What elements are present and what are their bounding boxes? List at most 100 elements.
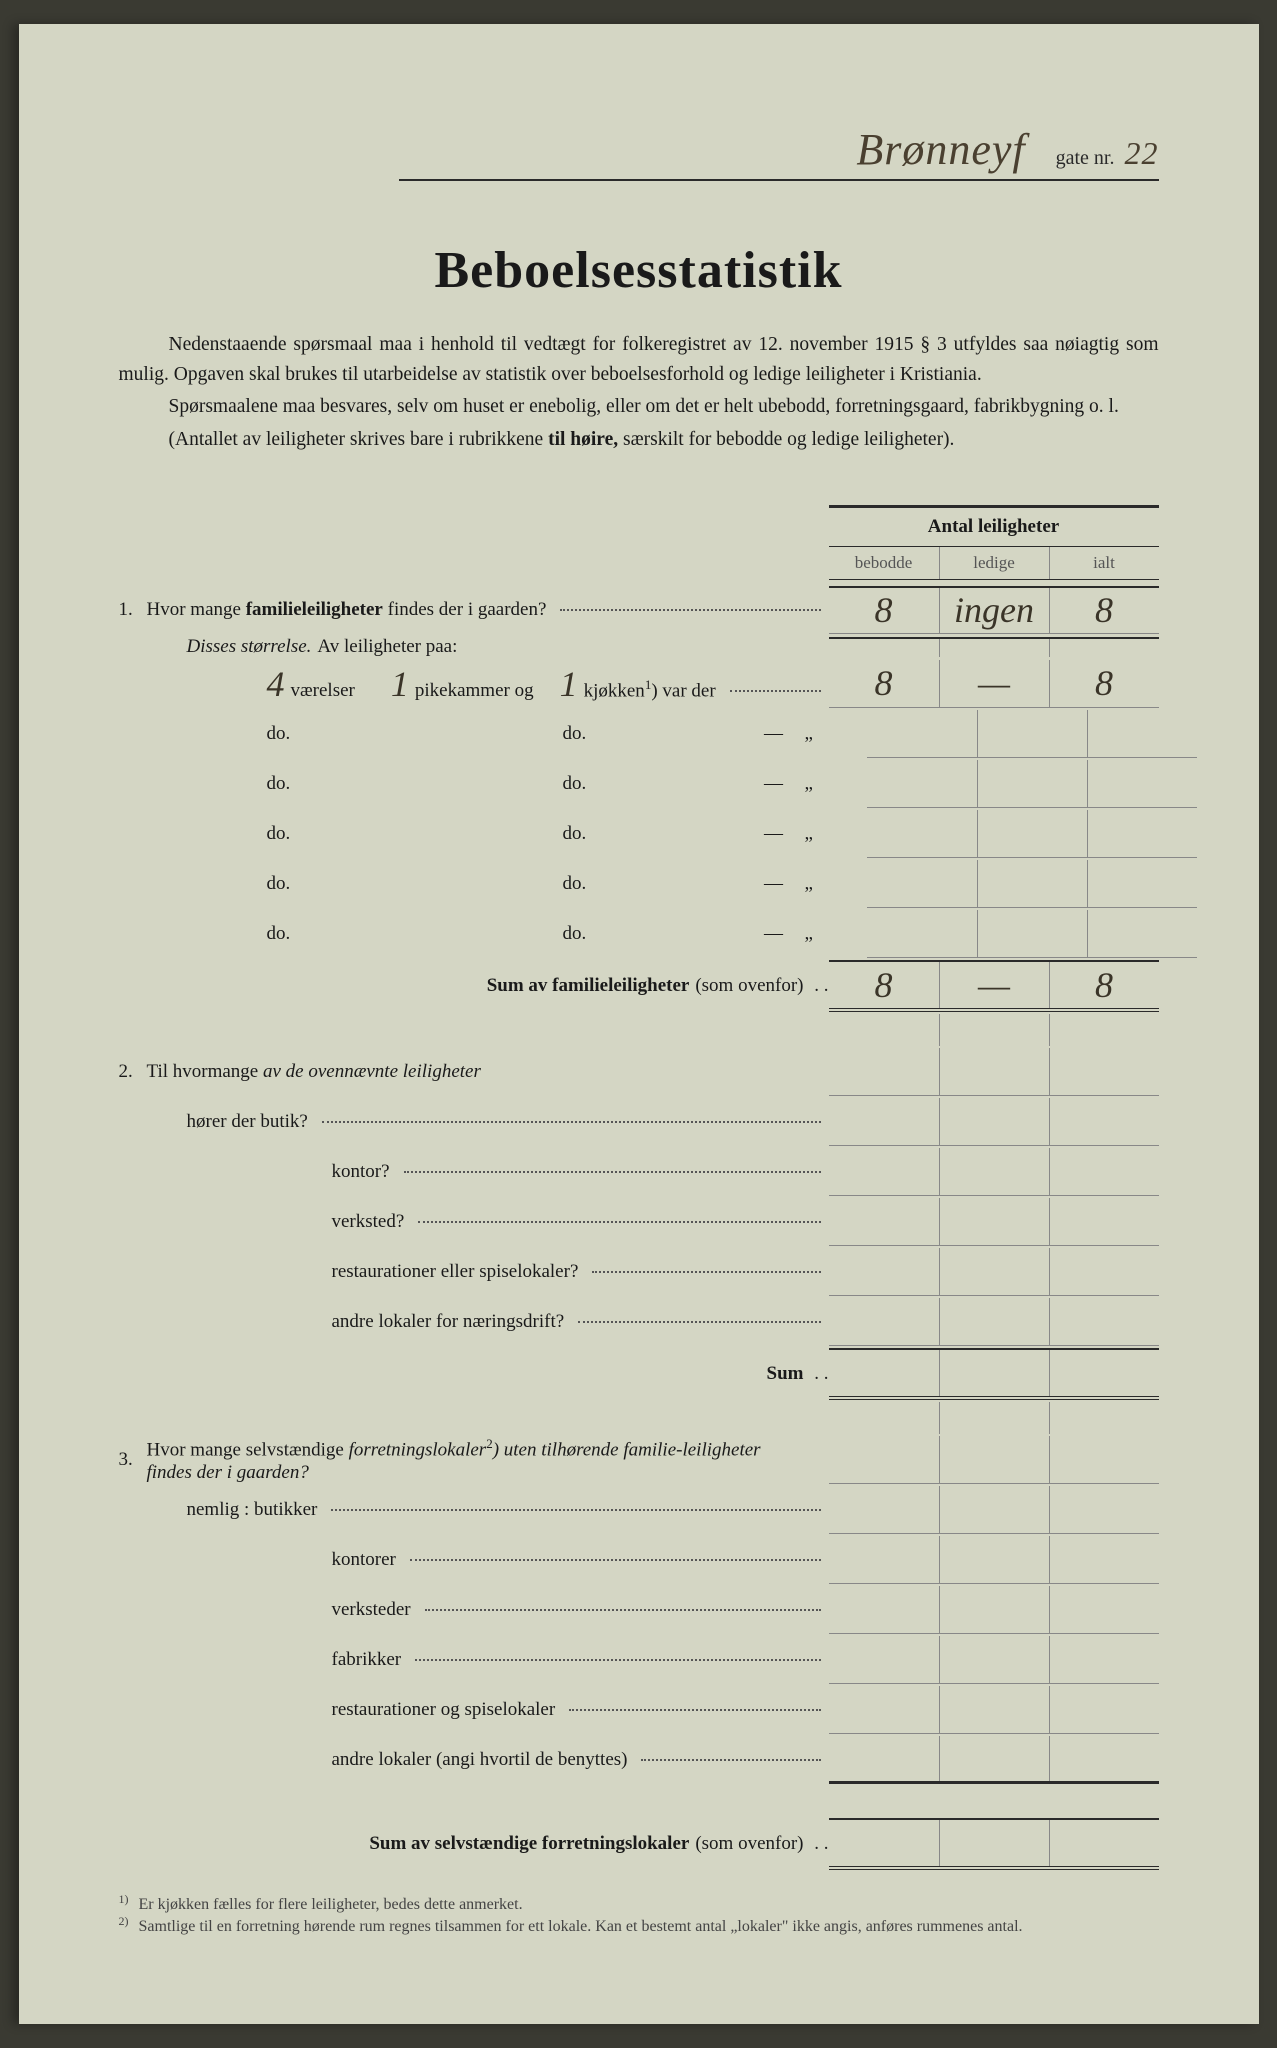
q2-line: hører der butik?	[119, 1098, 1159, 1146]
q2-cells	[829, 1048, 1159, 1096]
q3-line-label: nemlig : butikker	[187, 1499, 318, 1521]
q3-line-cells	[829, 1536, 1159, 1584]
do-pikekammer: do.	[563, 723, 743, 745]
do-pikekammer: do.	[563, 873, 743, 895]
intro-p3a: (Antallet av leiligheter skrives bare i …	[169, 429, 549, 450]
spacer-cells	[829, 637, 1159, 657]
q3-sum-label: Sum av selvstændige forretningslokaler	[369, 1833, 689, 1855]
q2-line-label: hører der butik?	[187, 1111, 308, 1133]
q3-line-cells	[829, 1686, 1159, 1734]
do-ledige	[977, 910, 1087, 957]
q3-line: kontorer	[119, 1536, 1159, 1584]
spacer-row	[119, 1014, 1159, 1046]
do-dash: —	[749, 723, 799, 745]
do-bebodde	[867, 910, 977, 957]
col-ialt: ialt	[1049, 547, 1159, 579]
hw-vaerelser: 4	[267, 663, 285, 705]
do-ledige	[977, 760, 1087, 807]
q2-number: 2.	[119, 1061, 147, 1083]
do-cells	[867, 760, 1197, 808]
do-cells	[867, 860, 1197, 908]
do-vaerelser: do.	[267, 723, 557, 745]
q2-line-cells	[829, 1298, 1159, 1346]
q1-cells: 8 ingen 8	[829, 586, 1159, 634]
footnote-1: 1) Er kjøkken fælles for flere leilighet…	[119, 1894, 1159, 1916]
q1-sizerow-cells: 8 — 8	[829, 660, 1159, 708]
q2-line-cells	[829, 1198, 1159, 1246]
col-ledige: ledige	[939, 547, 1049, 579]
do-pikekammer: do.	[563, 923, 743, 945]
do-ialt	[1087, 710, 1197, 757]
do-ialt	[1087, 810, 1197, 857]
do-ledige	[977, 710, 1087, 757]
table-header-title: Antal leiligheter	[829, 508, 1159, 547]
hw-kjokken: 1	[560, 663, 578, 705]
do-dash: —	[749, 873, 799, 895]
do-vaerelser: do.	[267, 923, 557, 945]
document-page: Brønneyf gate nr. 22 Beboelsesstatistik …	[19, 24, 1259, 2024]
q2-line: kontor?	[119, 1148, 1159, 1196]
label-pikekammer: pikekammer og	[415, 680, 534, 702]
q2-line: verksted?	[119, 1198, 1159, 1246]
do-dash: —	[749, 773, 799, 795]
form-body: Antal leiligheter bebodde ledige ialt 1.…	[119, 505, 1159, 1870]
do-vaerelser: do.	[267, 773, 557, 795]
q1-do-row: do. do. — „	[119, 910, 1159, 958]
do-cells	[867, 710, 1197, 758]
q1-number: 1.	[119, 599, 147, 621]
q3-number: 3.	[119, 1449, 147, 1471]
sizerow-ialt: 8	[1049, 660, 1159, 707]
q2-sum-row: Sum . .	[119, 1348, 1159, 1400]
do-ialt	[1087, 910, 1197, 957]
do-quote: „	[805, 873, 845, 895]
q3-line-label: verksteder	[332, 1599, 411, 1621]
q3-row: 3. Hvor mange selvstændige forretningslo…	[119, 1436, 1159, 1484]
q1-do-row: do. do. — „	[119, 810, 1159, 858]
q2-line: andre lokaler for næringsdrift?	[119, 1298, 1159, 1346]
intro-block: Nedenstaaende spørsmaal maa i henhold ti…	[119, 330, 1159, 455]
page-title: Beboelsesstatistik	[119, 241, 1159, 300]
do-vaerelser: do.	[267, 873, 557, 895]
do-quote: „	[805, 723, 845, 745]
q1-sum-label: Sum av familieleiligheter	[487, 975, 690, 997]
q2-line-cells	[829, 1148, 1159, 1196]
q3-line-cells	[829, 1486, 1159, 1534]
dots	[560, 609, 820, 611]
fn1-sup: 1)	[119, 1891, 129, 1913]
do-ledige	[977, 810, 1087, 857]
footnote-2: 2) Samtlige til en forretning hørende ru…	[119, 1916, 1159, 1938]
do-bebodde	[867, 860, 977, 907]
do-cells	[867, 810, 1197, 858]
do-bebodde	[867, 710, 977, 757]
q1-subtitle-a: Disses størrelse.	[187, 636, 312, 658]
q3-line: andre lokaler (angi hvortil de benyttes)	[119, 1736, 1159, 1784]
q3-sum-row: Sum av selvstændige forretningslokaler (…	[119, 1818, 1159, 1870]
q3-line-label: andre lokaler (angi hvortil de benyttes)	[332, 1749, 628, 1771]
label-kjokken: kjøkken1) var der	[584, 677, 716, 702]
q3-line: restaurationer og spiselokaler	[119, 1686, 1159, 1734]
q2-line-cells	[829, 1248, 1159, 1296]
q2-line-label: restaurationer eller spiselokaler?	[332, 1261, 579, 1283]
q1-ialt: 8	[1049, 588, 1159, 633]
q2-line: restaurationer eller spiselokaler?	[119, 1248, 1159, 1296]
intro-p3b: til høire,	[548, 429, 618, 450]
header-line: Brønneyf gate nr. 22	[399, 124, 1159, 181]
q2-line-label: verksted?	[332, 1211, 405, 1233]
q3-line-cells	[829, 1636, 1159, 1684]
q2-sum-label: Sum	[767, 1363, 804, 1385]
intro-p2: Spørsmaalene maa besvares, selv om huset…	[119, 392, 1159, 422]
q1-do-row: do. do. — „	[119, 760, 1159, 808]
q3-sum-cells	[829, 1818, 1159, 1870]
do-ledige	[977, 860, 1087, 907]
q1-sum-cells: 8 — 8	[829, 960, 1159, 1012]
q3-sum-suffix: (som ovenfor)	[695, 1833, 803, 1855]
q1sum-ledige: —	[939, 962, 1049, 1008]
do-cells	[867, 910, 1197, 958]
gate-number-handwritten: 22	[1125, 135, 1159, 172]
q1-text: Hvor mange familieleiligheter findes der…	[147, 599, 547, 621]
q2-line-label: kontor?	[332, 1161, 390, 1183]
q2-row: 2. Til hvormange av de ovennævnte leilig…	[119, 1048, 1159, 1096]
do-quote: „	[805, 773, 845, 795]
q3-line: fabrikker	[119, 1636, 1159, 1684]
q3-cells	[829, 1436, 1159, 1484]
